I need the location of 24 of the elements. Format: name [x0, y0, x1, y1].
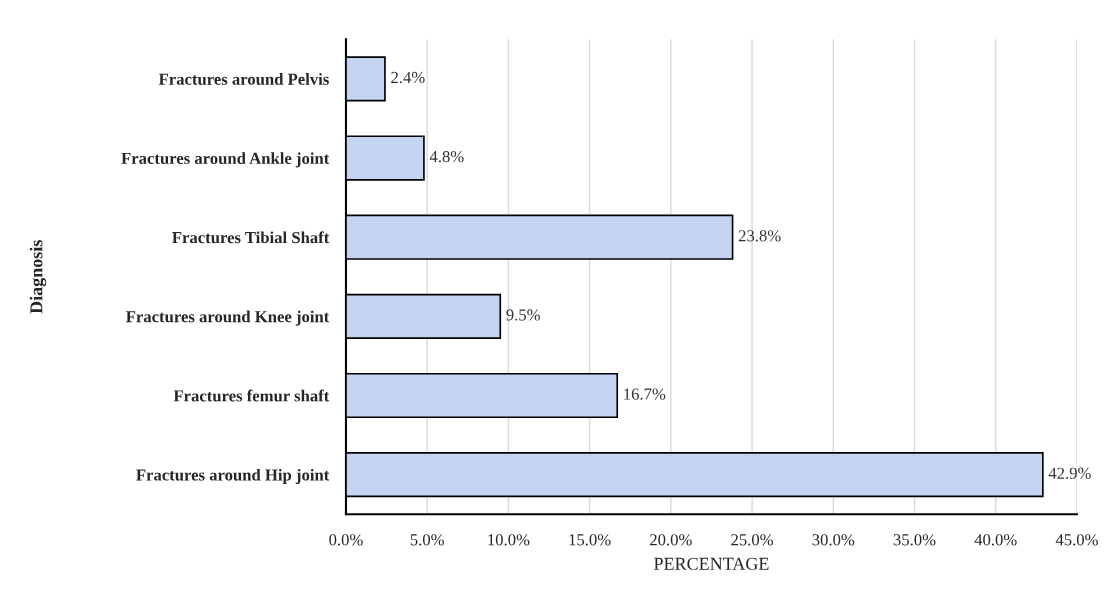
y-tick-label: Fractures femur shaft — [173, 389, 330, 402]
y-tick-label: Fractures around Ankle joint — [121, 152, 330, 168]
y-tick-label: Fractures Tibial Shaft — [172, 231, 330, 244]
x-tick-label: 15.0% — [569, 534, 611, 546]
x-tick-label: 20.0% — [650, 534, 692, 546]
x-tick-label: 40.0% — [974, 534, 1017, 546]
x-tick-label: 5.0% — [410, 534, 444, 546]
y-tick-label: Fractures around Pelvis — [158, 73, 329, 85]
y-tick-label: Fractures around Hip joint — [136, 468, 330, 484]
y-tick-label: Fractures around Knee joint — [126, 310, 330, 326]
data-label: 2.4% — [391, 71, 425, 84]
data-label: 9.5% — [506, 309, 540, 321]
x-tick-label: 35.0% — [893, 534, 936, 546]
x-tick-label: 0.0% — [329, 534, 363, 546]
data-label: 23.8% — [738, 230, 781, 242]
x-tick-label: 10.0% — [488, 534, 530, 546]
x-tick-label: 45.0% — [1055, 534, 1098, 546]
data-label: 42.9% — [1048, 467, 1091, 479]
x-axis-title: PERCENTAGE — [654, 557, 769, 570]
x-tick-label: 30.0% — [812, 534, 855, 546]
y-axis-title: Diagnosis — [29, 240, 47, 314]
x-tick-label: 25.0% — [731, 534, 774, 546]
data-label: 16.7% — [624, 388, 666, 400]
data-label: 4.8% — [429, 150, 464, 163]
